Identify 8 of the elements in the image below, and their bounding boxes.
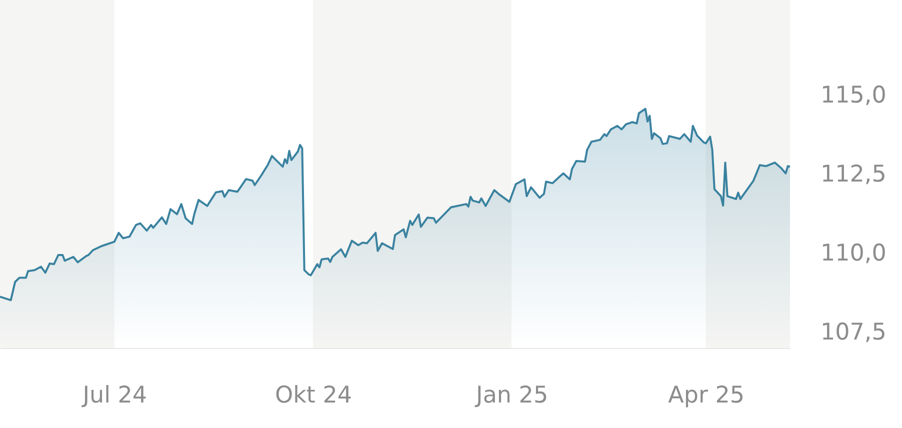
y-tick-label: 112,5 bbox=[820, 162, 886, 188]
x-tick-label: Jan 25 bbox=[474, 382, 548, 408]
y-tick-label: 107,5 bbox=[820, 320, 886, 346]
y-tick-label: 115,0 bbox=[820, 82, 886, 108]
y-tick-label: 110,0 bbox=[820, 240, 886, 267]
x-tick-label: Apr 25 bbox=[668, 382, 745, 408]
x-tick-label: Okt 24 bbox=[274, 382, 352, 408]
x-tick-label: Jul 24 bbox=[80, 382, 148, 408]
